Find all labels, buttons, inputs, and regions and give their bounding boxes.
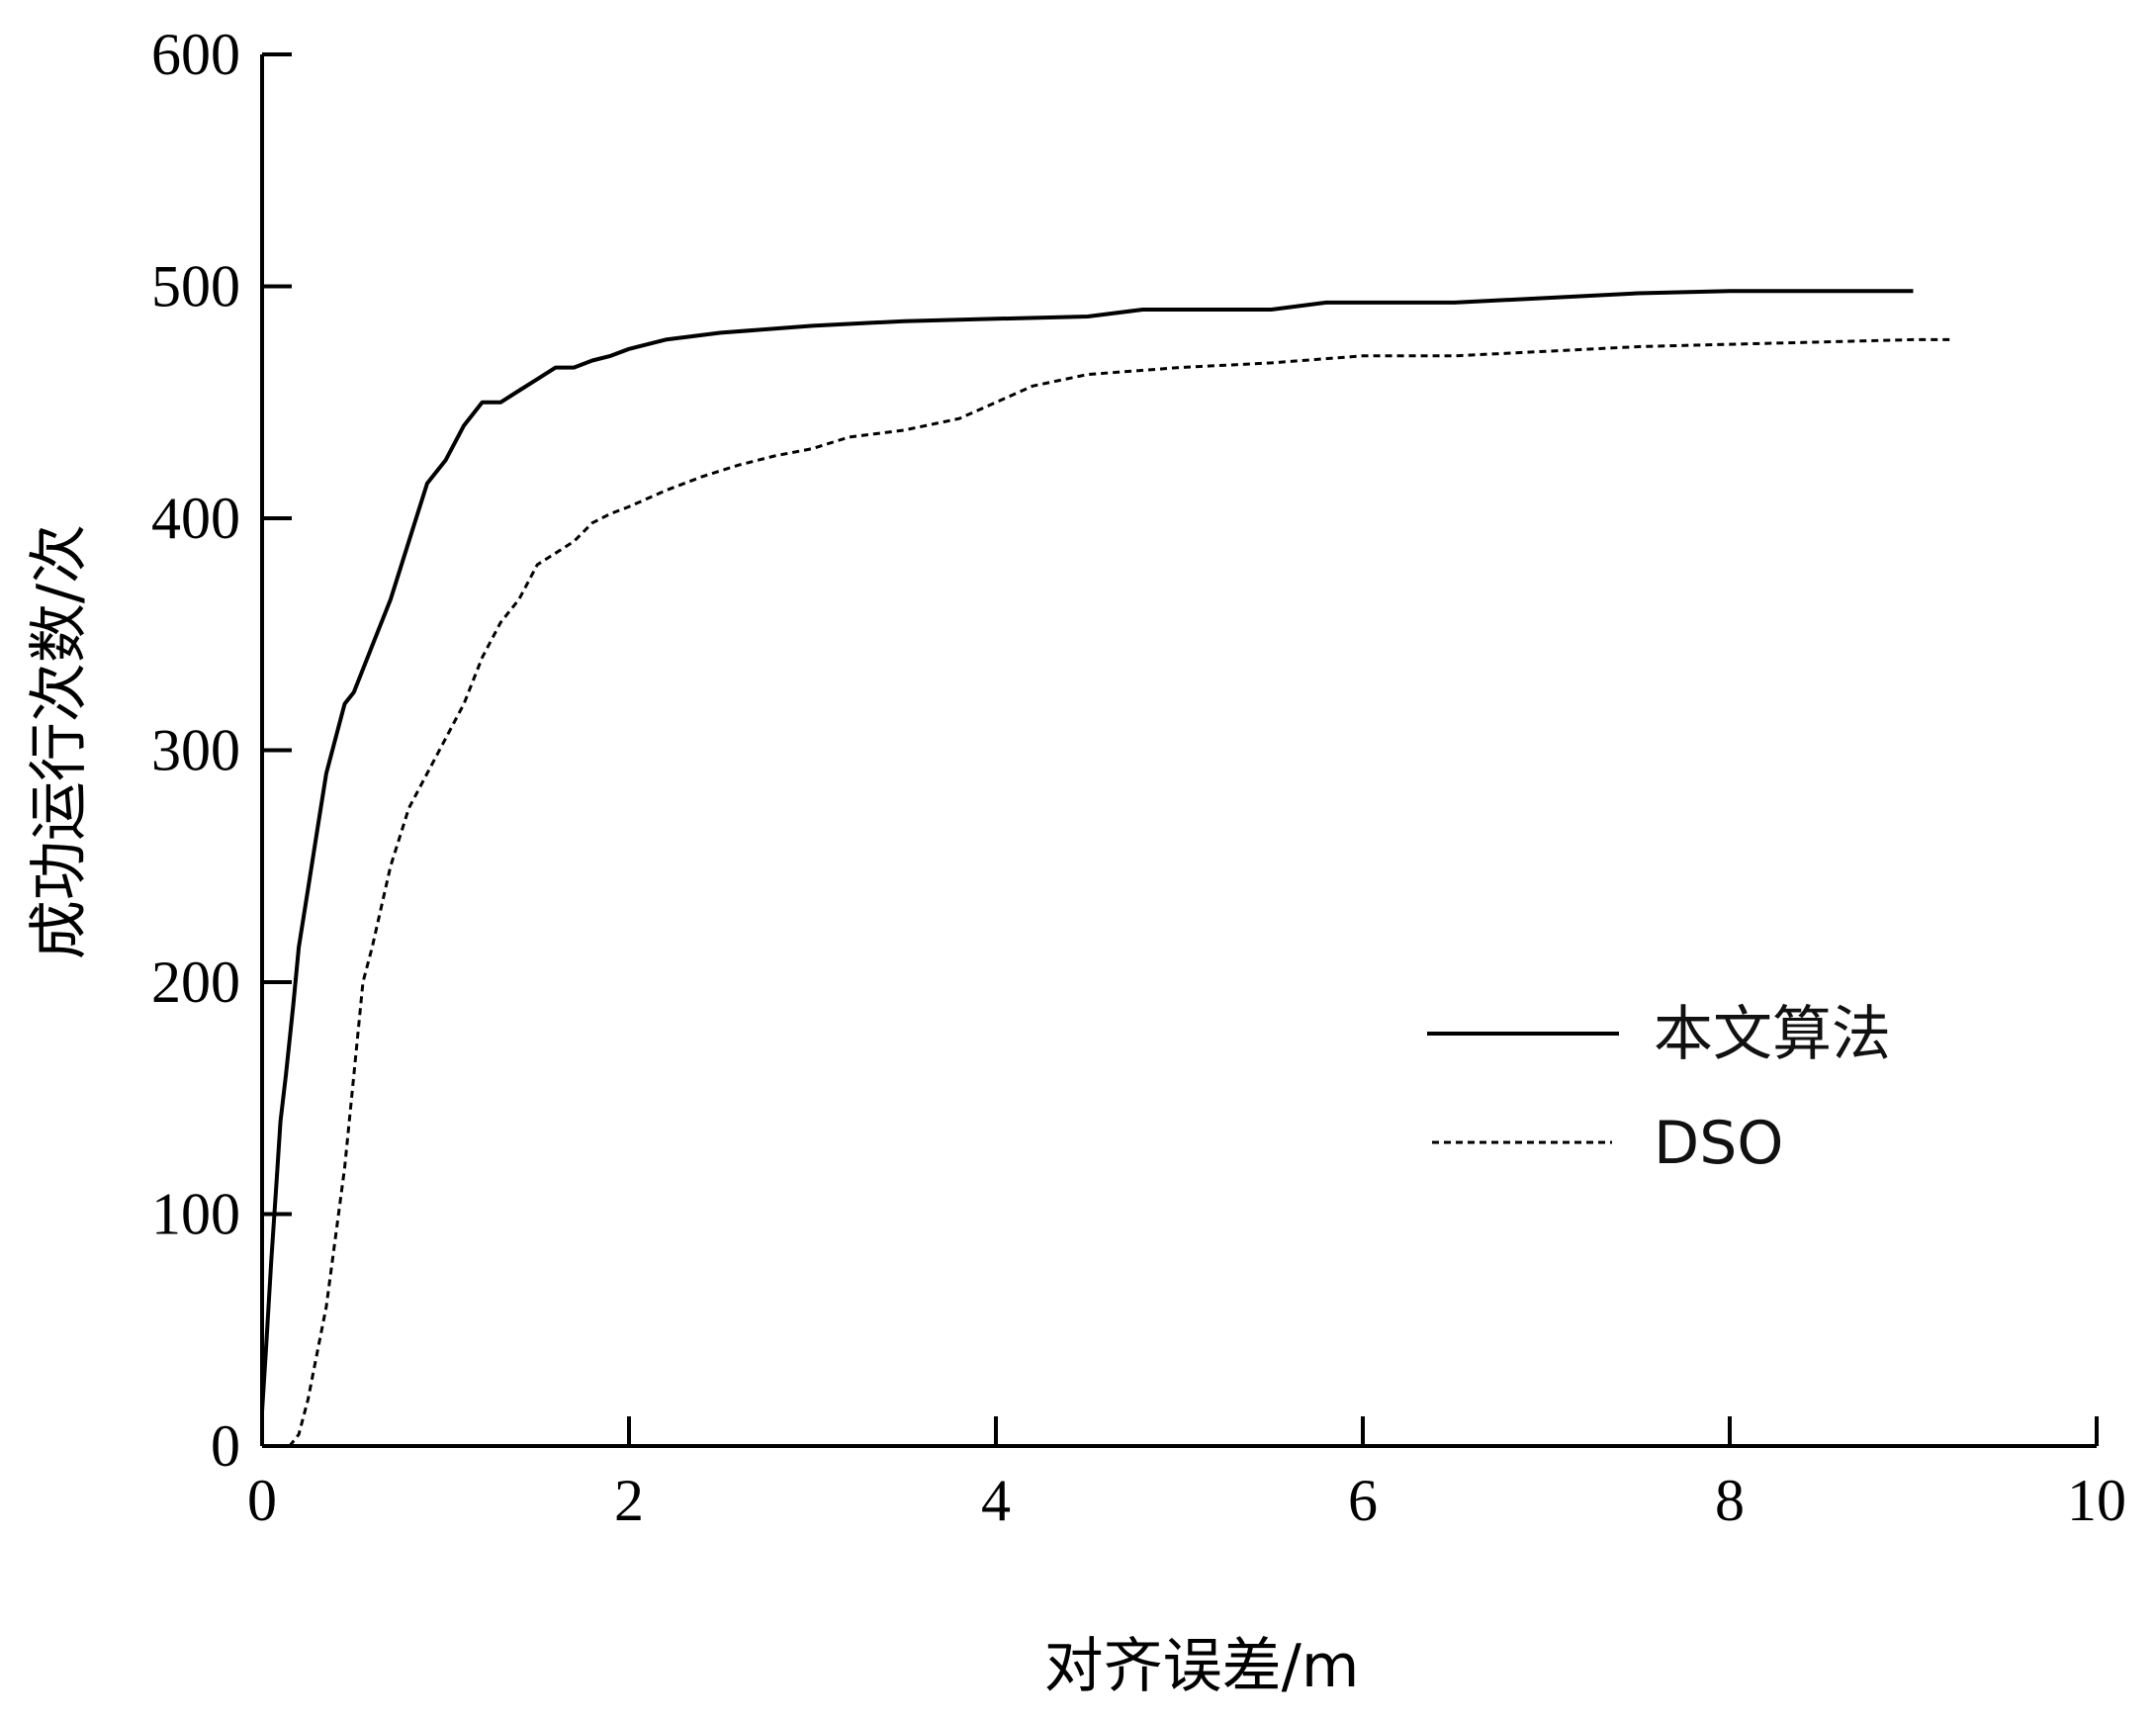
- series-line-2: [288, 337, 1950, 1447]
- y-axis-ticks: 0 100 200 300 400 500 600: [151, 22, 292, 1479]
- x-axis-title: 对齐误差/m: [1044, 1632, 1360, 1701]
- y-axis-title: 成功运行次数/次: [25, 524, 94, 959]
- y-tick-label: 200: [151, 950, 240, 1015]
- y-tick-label: 300: [151, 718, 240, 783]
- x-tick-label: 4: [981, 1468, 1011, 1533]
- y-tick-label: 500: [151, 254, 240, 319]
- y-tick-label: 600: [151, 22, 240, 87]
- series-layer: [260, 289, 1950, 1447]
- y-tick-label: 400: [151, 486, 240, 551]
- legend-label-series-2: DSO: [1654, 1109, 1784, 1178]
- series-line-1: [260, 289, 1914, 1411]
- x-tick-label: 10: [2067, 1468, 2126, 1533]
- x-axis-ticks: 0 2 4 6 8 10: [247, 1416, 2126, 1533]
- x-tick-label: 2: [614, 1468, 644, 1533]
- axes: [260, 54, 2097, 1448]
- x-tick-label: 8: [1715, 1468, 1745, 1533]
- legend: 本文算法 DSO: [1427, 1000, 1891, 1178]
- x-tick-label: 0: [247, 1468, 277, 1533]
- x-tick-label: 6: [1348, 1468, 1378, 1533]
- legend-label-series-1: 本文算法: [1654, 1000, 1891, 1069]
- y-tick-label: 0: [211, 1413, 240, 1479]
- y-tick-label: 100: [151, 1182, 240, 1247]
